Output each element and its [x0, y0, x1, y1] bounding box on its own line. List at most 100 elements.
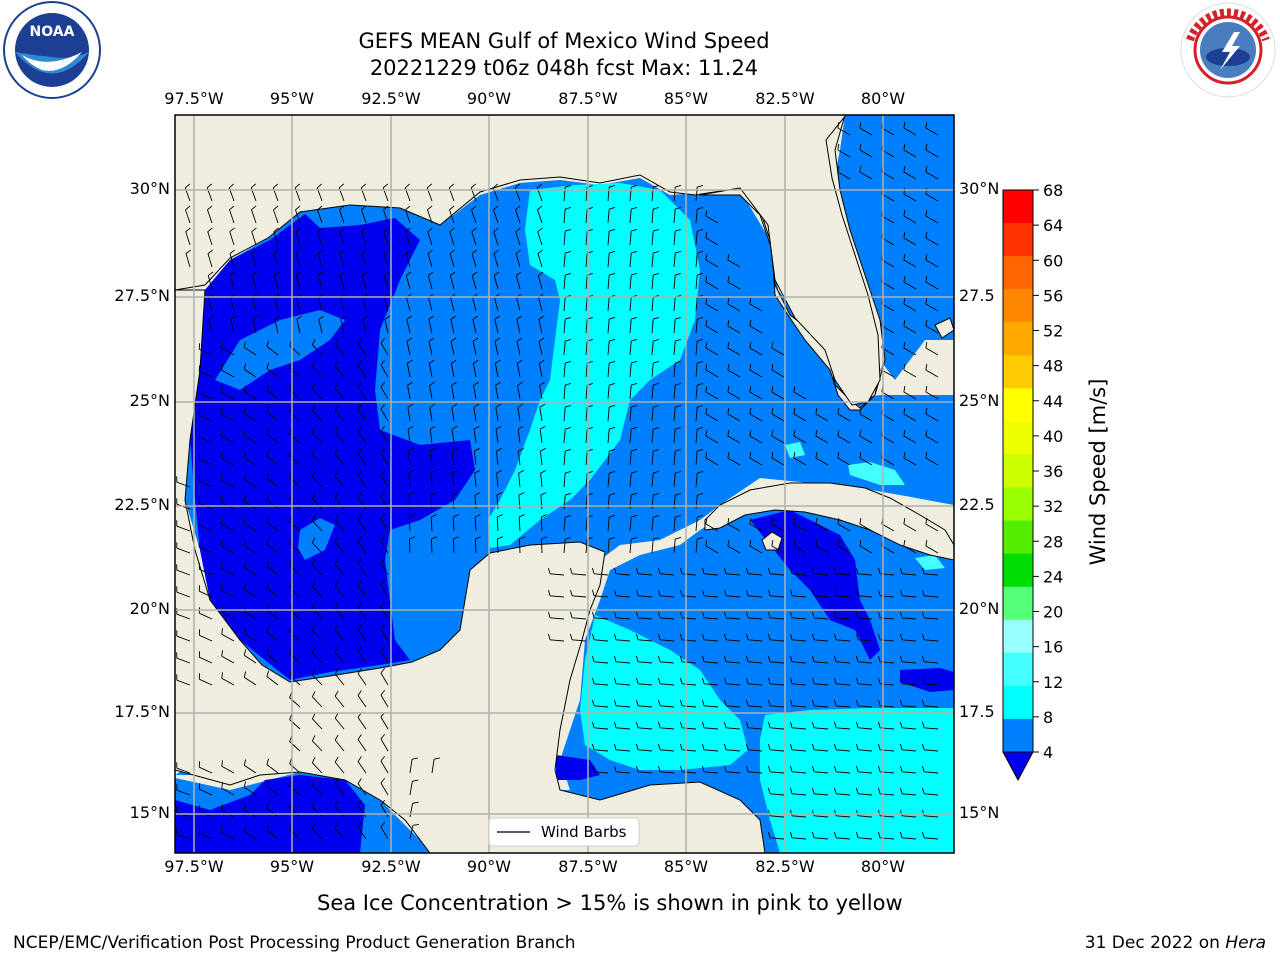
wind-barb-shaft: [537, 275, 543, 290]
wind-barb-shaft: [925, 237, 939, 246]
wind-barb-shaft: [251, 275, 257, 290]
wind-barb-shaft: [594, 749, 609, 752]
wind-barb-shaft: [334, 365, 345, 378]
wind-barb-flag: [334, 602, 339, 609]
wind-barb-flag: [357, 690, 362, 696]
wind-barb-shaft: [312, 520, 323, 532]
wind-barb-shaft: [748, 639, 763, 642]
wind-barb-shaft: [496, 473, 499, 488]
wind-barb-shaft: [312, 410, 323, 422]
wind-barb-flag: [539, 425, 546, 430]
wind-barb-flag: [727, 254, 730, 261]
wind-barb-flag: [653, 338, 660, 342]
wind-barb-flag: [727, 342, 730, 349]
wind-barb-shaft: [176, 657, 191, 664]
wind-barb-shaft: [695, 209, 698, 224]
wind-barb-shaft: [695, 319, 698, 334]
wind-barb-flag: [925, 430, 928, 437]
wind-barb-shaft: [318, 297, 323, 312]
wind-barb-shaft: [629, 539, 632, 554]
wind-barb-shaft: [312, 388, 323, 400]
wind-barb-flag: [311, 735, 316, 742]
wind-barb-flag: [811, 611, 815, 618]
wind-barb-flag: [653, 382, 660, 386]
colorbar-tick-label: 68: [1043, 181, 1063, 200]
wind-barb-shaft: [881, 171, 895, 180]
wind-barb-shaft: [673, 253, 676, 268]
wind-barb-flag: [701, 655, 705, 662]
lon-label-top: 82.5°W: [755, 89, 815, 108]
wind-barb-shaft: [638, 573, 653, 576]
wind-barb-flag: [380, 425, 386, 432]
wind-barb-flag: [407, 381, 413, 386]
wind-barb-flag: [855, 831, 859, 838]
wind-barb-flag: [653, 536, 660, 540]
wind-barb-flag: [357, 426, 362, 432]
wind-barb-flag: [266, 428, 270, 435]
wind-barb-shaft: [607, 451, 610, 466]
wind-barb-flag: [383, 249, 390, 254]
wind-barb-shaft: [185, 253, 191, 268]
wind-barb-flag: [705, 210, 708, 217]
wind-barb-flag: [536, 183, 543, 189]
wind-barb-flag: [921, 655, 925, 662]
wind-barb-shaft: [334, 629, 345, 642]
wind-barb-shaft: [244, 500, 257, 510]
wind-barb-shaft: [629, 209, 632, 224]
wind-barb-flag: [899, 809, 903, 816]
wind-barb-shaft: [471, 209, 477, 224]
wind-barb-flag: [723, 699, 727, 706]
wind-barb-shaft: [792, 617, 807, 620]
wind-barb-shaft: [451, 451, 455, 466]
wind-barb-flag: [701, 589, 705, 596]
wind-barb-shaft: [651, 539, 654, 554]
wind-barb-flag: [903, 254, 906, 261]
wind-barb-shaft: [837, 171, 851, 180]
wind-barb-flag: [311, 581, 316, 588]
wind-barb-flag: [767, 721, 771, 728]
wind-barb-flag: [434, 757, 441, 760]
wind-barb-flag: [317, 271, 324, 276]
wind-barb-shaft: [925, 171, 939, 180]
wind-barb-shaft: [727, 413, 741, 422]
wind-barb-flag: [877, 743, 881, 750]
wind-barb-shaft: [651, 253, 654, 268]
lat-label-left: 15°N: [129, 803, 170, 822]
wind-barb-flag: [450, 315, 456, 320]
wind-barb-flag: [609, 316, 616, 320]
wind-barb-shaft: [339, 275, 345, 290]
wind-barb-shaft: [727, 457, 741, 466]
wind-barb-flag: [697, 360, 704, 364]
wind-barb-flag: [429, 359, 435, 364]
wind-barb-shaft: [199, 414, 213, 422]
wind-barb-shaft: [380, 628, 389, 642]
wind-barb-flag: [899, 831, 903, 838]
wind-barb-shaft: [221, 523, 235, 532]
wind-barb-flag: [311, 493, 316, 500]
wind-barb-flag: [357, 800, 362, 806]
wind-barb-shaft: [651, 275, 654, 290]
wind-barb-shaft: [682, 661, 697, 664]
wind-barb-shaft: [380, 782, 389, 796]
wind-barb-flag: [274, 315, 280, 320]
wind-barb-shaft: [792, 815, 807, 818]
wind-barb-shaft: [902, 573, 917, 576]
wind-barb-flag: [495, 425, 502, 430]
wind-barb-shaft: [673, 363, 676, 378]
wind-barb-flag: [334, 756, 339, 763]
wind-barb-flag: [221, 672, 224, 679]
colorbar-segment: [1003, 289, 1033, 323]
wind-barb-flag: [697, 338, 704, 342]
wind-barb-flag: [406, 337, 413, 342]
lon-label-bottom: 90°W: [466, 857, 512, 876]
wind-barb-shaft: [695, 407, 698, 422]
wind-barb-flag: [317, 227, 323, 233]
wind-barb-shaft: [563, 319, 566, 334]
barb-legend: Wind Barbs: [488, 817, 640, 847]
wind-barb-flag: [657, 611, 661, 618]
wind-barb-flag: [311, 471, 316, 478]
wind-barb-flag: [771, 386, 774, 393]
wind-barb-flag: [221, 584, 224, 591]
wind-barb-flag: [859, 518, 862, 525]
